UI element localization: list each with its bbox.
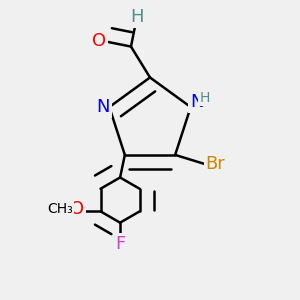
Text: F: F (115, 235, 125, 253)
Text: H: H (130, 8, 144, 26)
Text: N: N (190, 93, 203, 111)
Text: CH₃: CH₃ (47, 202, 73, 216)
Text: O: O (70, 200, 84, 218)
Text: N: N (97, 98, 110, 116)
Text: H: H (200, 91, 210, 104)
Text: O: O (92, 32, 106, 50)
Text: Br: Br (206, 155, 226, 173)
